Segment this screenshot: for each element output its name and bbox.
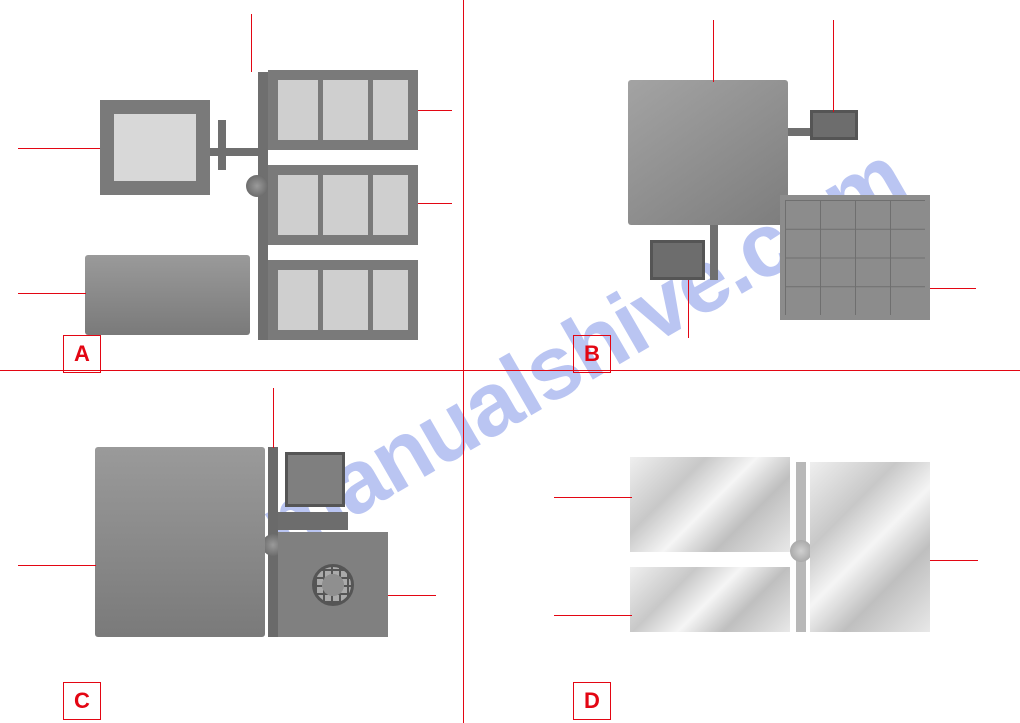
sprue-b-panel: B xyxy=(510,0,1020,361)
sprue-letter-d: D xyxy=(573,682,611,720)
sprue-letter-label: D xyxy=(584,688,600,714)
runner xyxy=(218,120,226,170)
part-b1-plate xyxy=(628,80,788,225)
part-d1-clear xyxy=(630,457,790,552)
leader-line xyxy=(713,20,714,82)
part-b4-tileplate xyxy=(780,195,930,320)
part-c3-ventbox xyxy=(278,532,388,637)
leader-line xyxy=(930,288,976,289)
sprue-c-panel: C xyxy=(0,362,510,723)
leader-line xyxy=(554,497,632,498)
leader-line xyxy=(930,560,978,561)
part-a5-panel xyxy=(85,255,250,335)
leader-line xyxy=(18,565,96,566)
part-c1-slab xyxy=(95,447,265,637)
sprue-letter-c: C xyxy=(63,682,101,720)
part-a3-window xyxy=(268,165,418,245)
part-b3-box xyxy=(650,240,705,280)
part-d2-clear xyxy=(810,462,930,632)
part-a2-window xyxy=(268,70,418,150)
leader-line xyxy=(418,110,452,111)
leader-line xyxy=(18,293,86,294)
leader-line xyxy=(273,388,274,448)
leader-line xyxy=(554,615,632,616)
leader-line xyxy=(18,148,100,149)
sprue-hub xyxy=(790,540,812,562)
leader-line xyxy=(388,595,436,596)
sprue-hub xyxy=(246,175,268,197)
leader-line xyxy=(251,14,252,72)
part-d3-clear xyxy=(630,567,790,632)
sprue-letter-label: C xyxy=(74,688,90,714)
part-c-bits xyxy=(278,512,348,530)
part-b2-box xyxy=(810,110,858,140)
runner xyxy=(258,72,268,340)
runner xyxy=(788,128,812,136)
part-a1-frame xyxy=(100,100,210,195)
sprue-d-panel: D xyxy=(510,362,1020,723)
part-c2-box xyxy=(285,452,345,507)
part-a4-window xyxy=(268,260,418,340)
leader-line xyxy=(688,280,689,338)
leader-line xyxy=(833,20,834,112)
sprue-a-panel: A xyxy=(0,0,510,361)
leader-line xyxy=(418,203,452,204)
